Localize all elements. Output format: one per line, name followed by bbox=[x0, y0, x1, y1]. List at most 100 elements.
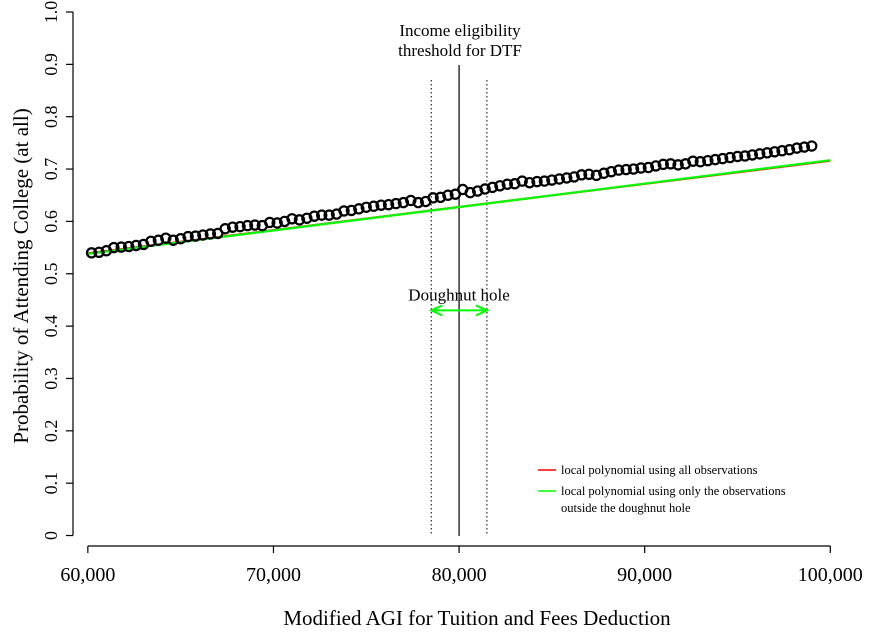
data-point bbox=[367, 200, 380, 212]
data-point bbox=[160, 232, 172, 244]
y-tick-label: 0 bbox=[41, 531, 61, 540]
data-point bbox=[486, 181, 499, 194]
doughnut-arrow-left-head bbox=[428, 304, 443, 317]
data-point bbox=[494, 180, 506, 192]
data-point bbox=[479, 183, 491, 195]
data-point bbox=[516, 175, 528, 187]
data-point bbox=[434, 191, 447, 204]
y-tick-label: 0.9 bbox=[41, 53, 61, 76]
data-point bbox=[301, 212, 313, 224]
data-point bbox=[605, 165, 617, 178]
threshold-label-line-1: Income eligibility bbox=[399, 21, 521, 40]
data-point bbox=[241, 219, 254, 232]
y-tick-label: 0.8 bbox=[41, 105, 61, 128]
data-point bbox=[471, 185, 484, 197]
data-point bbox=[167, 234, 179, 246]
data-point bbox=[130, 239, 142, 252]
x-axis-title: Modified AGI for Tuition and Fees Deduct… bbox=[283, 606, 671, 630]
data-point bbox=[546, 174, 558, 186]
data-point bbox=[612, 164, 625, 176]
data-point bbox=[791, 142, 803, 154]
data-point bbox=[308, 210, 320, 222]
data-point bbox=[204, 228, 217, 240]
data-point bbox=[174, 232, 187, 245]
data-point bbox=[568, 171, 580, 183]
x-ticks: 60,000 70,000 80,000 90,000 100,000 bbox=[60, 546, 863, 586]
data-point bbox=[583, 168, 595, 180]
data-point bbox=[375, 199, 387, 211]
data-point bbox=[761, 147, 773, 159]
data-point bbox=[754, 148, 766, 160]
data-point bbox=[122, 240, 135, 253]
data-points bbox=[85, 140, 818, 259]
y-tick-label: 0.5 bbox=[41, 263, 61, 286]
y-tick-label: 0.2 bbox=[41, 420, 61, 443]
data-point bbox=[353, 203, 365, 215]
data-point bbox=[709, 153, 721, 166]
axes: 60,000 70,000 80,000 90,000 100,000 0 0.1 0.2 0… bbox=[41, 1, 863, 586]
data-point bbox=[702, 154, 714, 167]
data-point bbox=[768, 146, 781, 158]
data-point bbox=[405, 194, 417, 207]
data-point bbox=[553, 173, 566, 185]
data-point bbox=[219, 223, 231, 235]
data-point bbox=[390, 197, 402, 210]
data-point bbox=[427, 192, 439, 204]
data-point bbox=[501, 178, 514, 190]
x-tick-label: 90,000 bbox=[617, 564, 672, 586]
legend-label-outside-doughnut-line-1: local polynomial using only the observat… bbox=[561, 484, 786, 498]
data-point bbox=[93, 246, 105, 258]
threshold-label-line-2: threshold for DTF bbox=[398, 41, 522, 60]
data-point bbox=[523, 176, 536, 189]
x-tick-label: 80,000 bbox=[432, 564, 487, 586]
data-point bbox=[286, 213, 298, 225]
data-point bbox=[627, 163, 640, 175]
doughnut-hole-label: Doughnut hole bbox=[408, 285, 510, 304]
data-point bbox=[538, 175, 551, 187]
data-point bbox=[531, 175, 543, 188]
data-point bbox=[642, 161, 655, 174]
y-tick-label: 0.1 bbox=[41, 472, 61, 495]
data-point bbox=[598, 167, 610, 179]
data-point bbox=[345, 204, 358, 217]
data-point bbox=[85, 247, 98, 259]
data-point bbox=[226, 221, 239, 233]
x-tick-label: 60,000 bbox=[60, 564, 115, 586]
data-point bbox=[806, 140, 818, 152]
y-axis-title: Probability of Attending College (at all… bbox=[9, 108, 33, 443]
data-point bbox=[338, 205, 350, 217]
data-point bbox=[234, 220, 246, 233]
x-tick-label: 100,000 bbox=[798, 564, 863, 586]
data-point bbox=[293, 214, 306, 226]
data-point bbox=[316, 209, 328, 221]
data-point bbox=[746, 149, 759, 161]
data-point bbox=[672, 159, 684, 171]
data-point bbox=[397, 196, 410, 209]
data-point bbox=[664, 158, 677, 170]
data-point bbox=[152, 234, 165, 246]
data-point bbox=[382, 198, 395, 211]
data-point bbox=[657, 158, 669, 171]
data-point bbox=[650, 160, 662, 172]
data-point bbox=[724, 151, 736, 164]
y-tick-label: 0.6 bbox=[41, 210, 61, 233]
data-point bbox=[635, 162, 647, 174]
data-point bbox=[798, 141, 811, 153]
legend-label-outside-doughnut-line-2: outside the doughnut hole bbox=[561, 501, 691, 515]
legend-label-all-observations: local polynomial using all observations bbox=[561, 463, 758, 477]
legend: local polynomial using all observations … bbox=[538, 463, 786, 515]
data-point bbox=[776, 145, 788, 157]
data-point bbox=[464, 186, 476, 199]
data-point bbox=[412, 196, 424, 209]
x-tick-label: 70,000 bbox=[246, 564, 301, 586]
data-point bbox=[687, 155, 699, 167]
y-tick-label: 1.0 bbox=[41, 1, 61, 24]
data-point bbox=[323, 209, 335, 221]
data-point bbox=[716, 152, 729, 165]
y-tick-label: 0.4 bbox=[41, 315, 61, 338]
data-point bbox=[360, 201, 372, 213]
data-point bbox=[620, 163, 632, 176]
data-point bbox=[249, 219, 261, 231]
y-tick-label: 0.7 bbox=[41, 158, 61, 181]
